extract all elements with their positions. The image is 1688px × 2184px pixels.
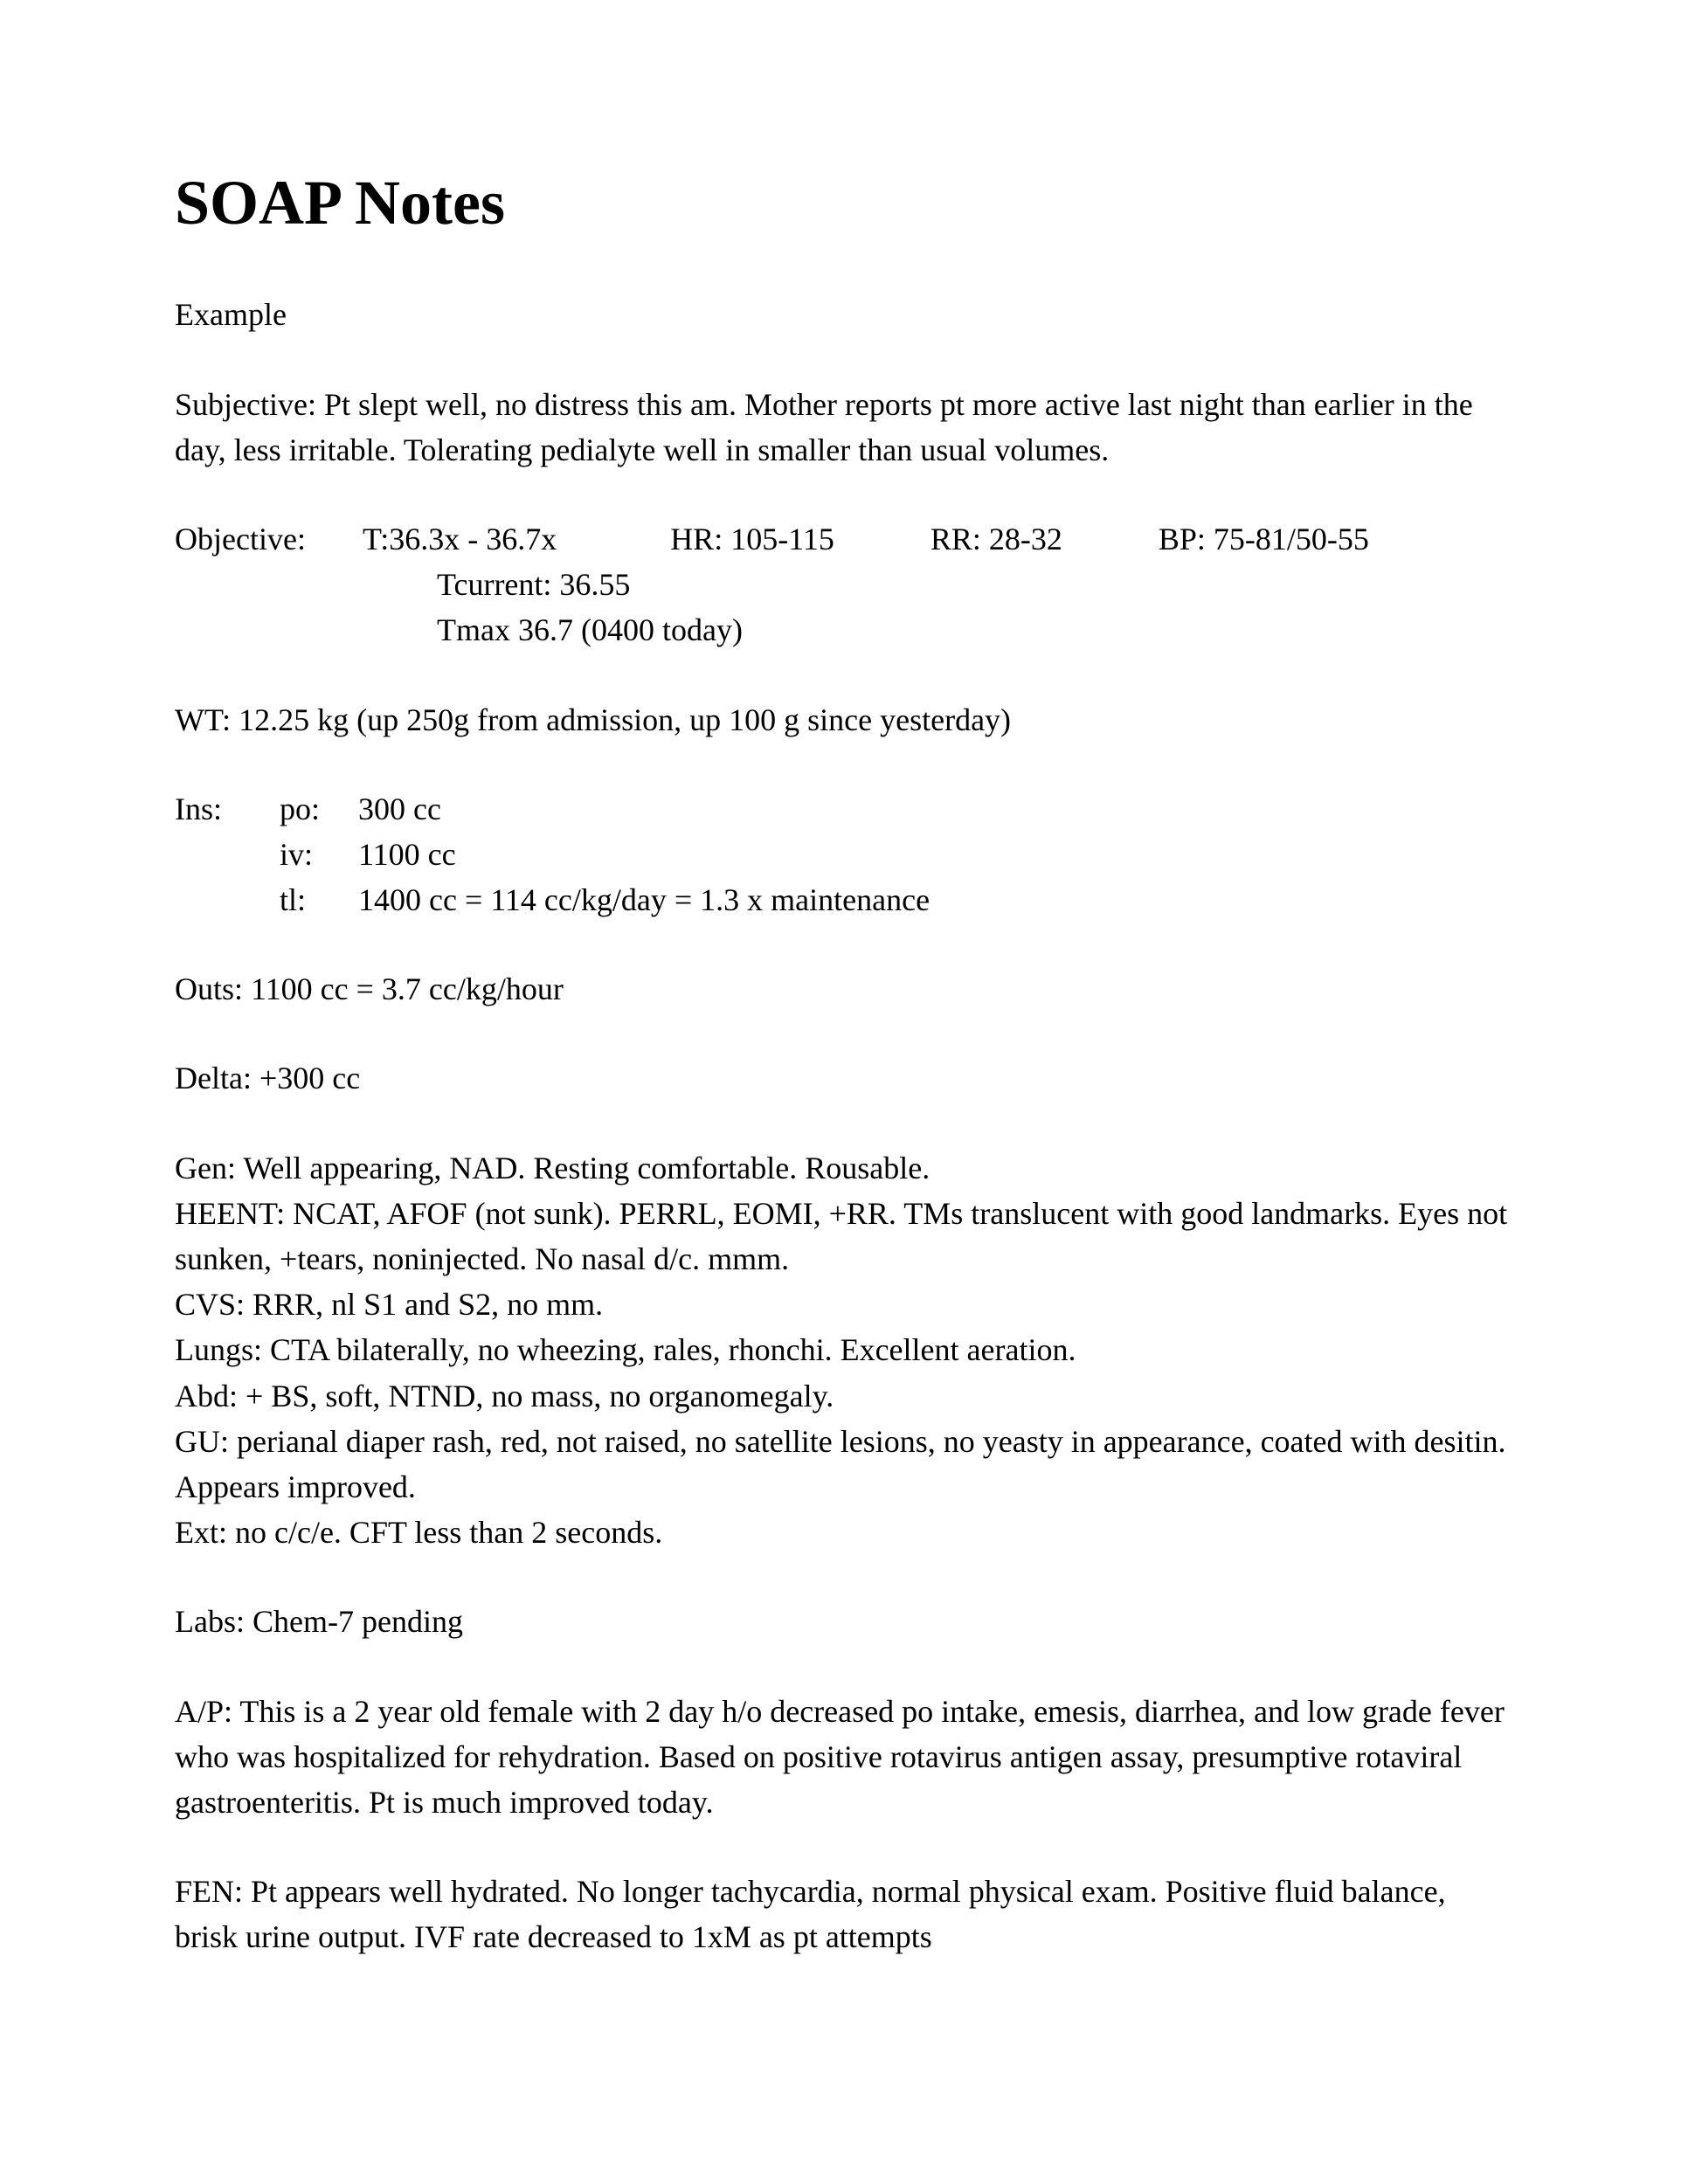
objective-tmax: Tmax 36.7 (0400 today) — [437, 607, 1513, 653]
document-title: SOAP Notes — [175, 157, 1513, 248]
ins-iv-label: iv: — [280, 832, 358, 877]
example-label: Example — [175, 292, 1513, 337]
delta-line: Delta: +300 cc — [175, 1055, 1513, 1101]
exam-abd: Abd: + BS, soft, NTND, no mass, no organ… — [175, 1373, 1513, 1419]
exam-gen: Gen: Well appearing, NAD. Resting comfor… — [175, 1145, 1513, 1191]
exam-ext: Ext: no c/c/e. CFT less than 2 seconds. — [175, 1510, 1513, 1555]
exam-heent: HEENT: NCAT, AFOF (not sunk). PERRL, EOM… — [175, 1191, 1513, 1282]
ins-section: Ins: po: 300 cc iv: 1100 cc tl: 1400 cc … — [175, 786, 947, 923]
exam-lungs: Lungs: CTA bilaterally, no wheezing, ral… — [175, 1327, 1513, 1372]
exam-cvs: CVS: RRR, nl S1 and S2, no mm. — [175, 1282, 1513, 1327]
objective-bp: BP: 75-81/50-55 — [1159, 516, 1369, 562]
objective-rr: RR: 28-32 — [930, 516, 1062, 562]
exam-gu: GU: perianal diaper rash, red, not raise… — [175, 1419, 1513, 1510]
objective-section: Objective: T:36.3x - 36.7x HR: 105-115 R… — [175, 516, 1513, 653]
ins-po-value: 300 cc — [358, 786, 947, 832]
ins-tl-value: 1400 cc = 114 cc/kg/day = 1.3 x maintena… — [358, 877, 947, 923]
objective-hr: HR: 105-115 — [670, 516, 834, 562]
outs-line: Outs: 1100 cc = 3.7 cc/kg/hour — [175, 966, 1513, 1012]
objective-label: Objective: — [175, 516, 336, 562]
exam-section: Gen: Well appearing, NAD. Resting comfor… — [175, 1145, 1513, 1556]
objective-tcurrent: Tcurrent: 36.55 — [437, 562, 1513, 607]
objective-temp: T:36.3x - 36.7x — [363, 516, 557, 562]
ins-iv-value: 1100 cc — [358, 832, 947, 877]
ap-section: A/P: This is a 2 year old female with 2 … — [175, 1689, 1513, 1826]
fen-section: FEN: Pt appears well hydrated. No longer… — [175, 1869, 1513, 1959]
ins-po-label: po: — [280, 786, 358, 832]
subjective-section: Subjective: Pt slept well, no distress t… — [175, 382, 1513, 473]
ins-tl-label: tl: — [280, 877, 358, 923]
ins-label: Ins: — [175, 786, 280, 832]
labs-line: Labs: Chem-7 pending — [175, 1599, 1513, 1644]
weight-line: WT: 12.25 kg (up 250g from admission, up… — [175, 697, 1513, 743]
